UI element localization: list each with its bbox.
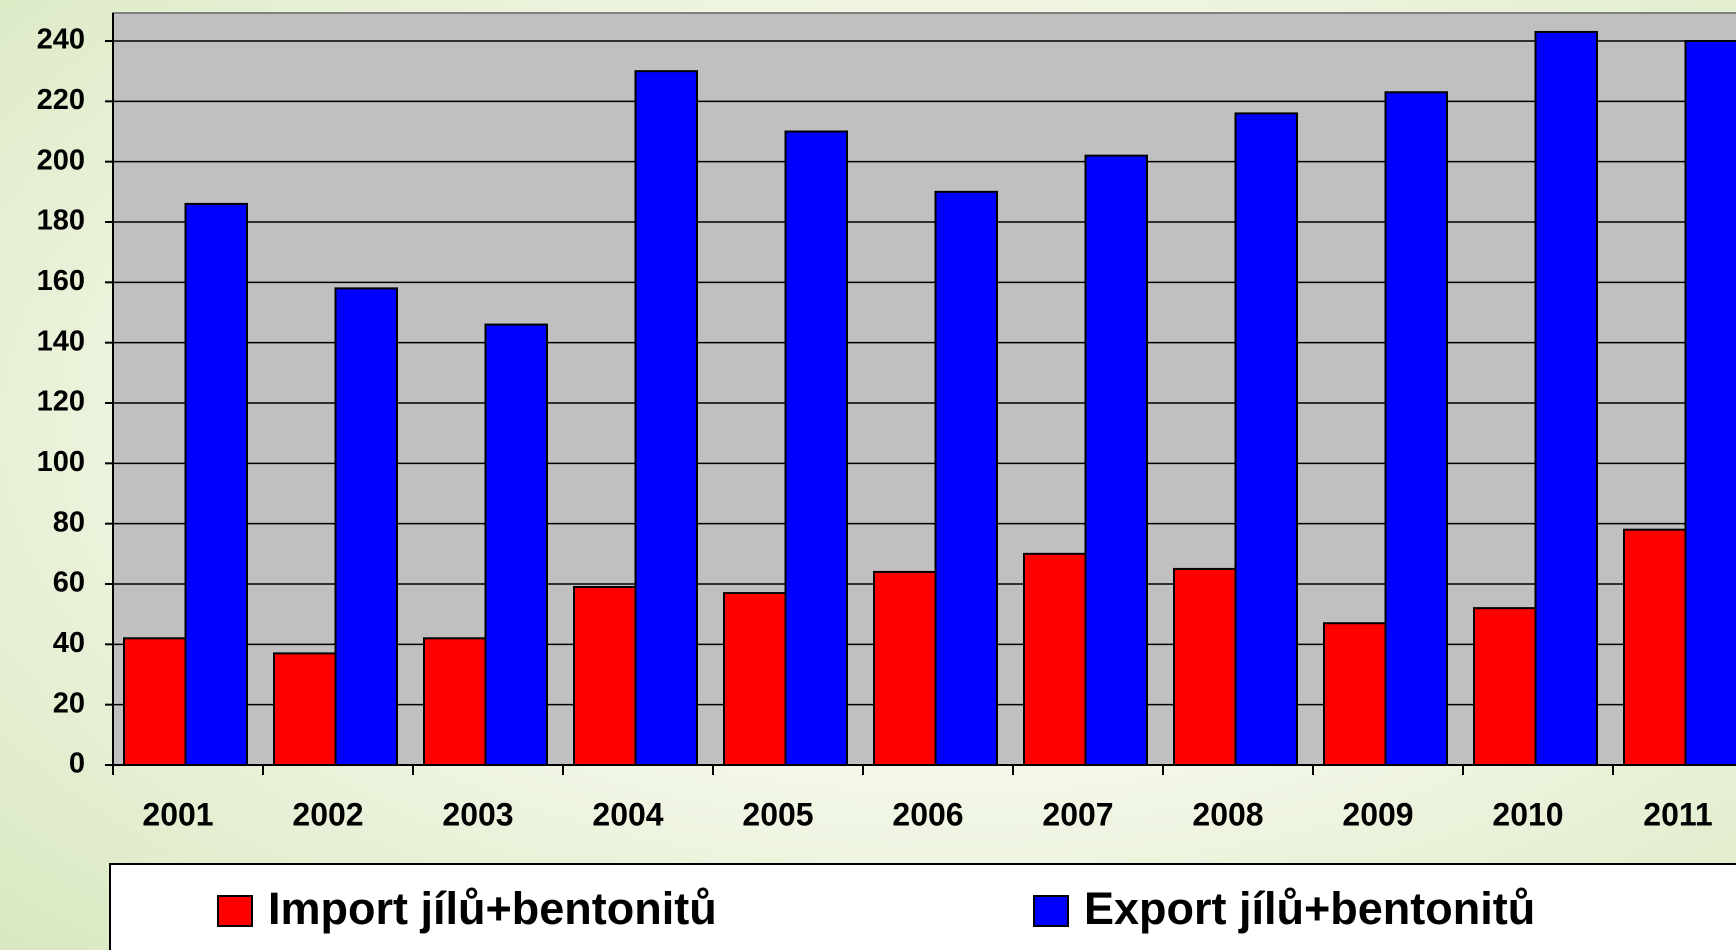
bar xyxy=(634,70,698,766)
y-tick-label: 120 xyxy=(37,386,85,418)
bar xyxy=(1473,607,1537,767)
y-tick-label: 80 xyxy=(53,506,85,538)
bar xyxy=(1623,528,1687,767)
x-tick-label: 2009 xyxy=(1342,796,1413,832)
bar xyxy=(1323,622,1387,767)
bar xyxy=(184,202,248,766)
x-tick-label: 2011 xyxy=(1643,796,1712,832)
bar xyxy=(423,637,487,766)
bar xyxy=(723,592,787,766)
y-tick-label: 200 xyxy=(37,144,85,176)
x-tick-label: 2010 xyxy=(1492,796,1563,832)
y-tick-label: 140 xyxy=(37,325,85,357)
legend-swatch xyxy=(1033,895,1069,927)
bar xyxy=(484,323,548,766)
legend-label: Export jílů+bentonitů xyxy=(1084,883,1535,934)
x-tick-label: 2001 xyxy=(142,796,213,832)
bar xyxy=(934,190,998,767)
legend xyxy=(109,863,1736,950)
legend-label: Import jílů+bentonitů xyxy=(268,883,717,934)
x-tick-label: 2004 xyxy=(592,796,663,832)
y-tick-label: 180 xyxy=(37,205,85,237)
x-tick-label: 2008 xyxy=(1192,796,1263,832)
x-tick-label: 2006 xyxy=(892,796,963,832)
bar xyxy=(334,287,398,766)
bar xyxy=(1084,154,1148,766)
x-tick-label: 2002 xyxy=(292,796,363,832)
y-tick-label: 160 xyxy=(37,265,85,297)
bar xyxy=(1023,552,1087,766)
bar xyxy=(273,652,337,767)
bar xyxy=(1384,91,1448,767)
bar xyxy=(1534,30,1598,766)
x-tick-label: 2003 xyxy=(442,796,513,832)
y-tick-label: 0 xyxy=(69,748,85,780)
bar xyxy=(1173,567,1237,767)
y-tick-label: 100 xyxy=(37,446,85,478)
bar xyxy=(873,570,937,767)
legend-swatch xyxy=(217,895,253,927)
bar xyxy=(784,130,848,766)
y-tick-label: 220 xyxy=(37,84,85,116)
y-tick-label: 40 xyxy=(53,627,85,659)
bar xyxy=(1684,40,1736,766)
y-tick-label: 240 xyxy=(37,24,85,56)
bar xyxy=(1234,112,1298,766)
bar xyxy=(123,637,187,766)
x-tick-label: 2007 xyxy=(1042,796,1113,832)
bar xyxy=(573,586,637,766)
y-tick-label: 20 xyxy=(53,687,85,719)
y-tick-label: 60 xyxy=(53,567,85,599)
x-tick-label: 2005 xyxy=(742,796,813,832)
